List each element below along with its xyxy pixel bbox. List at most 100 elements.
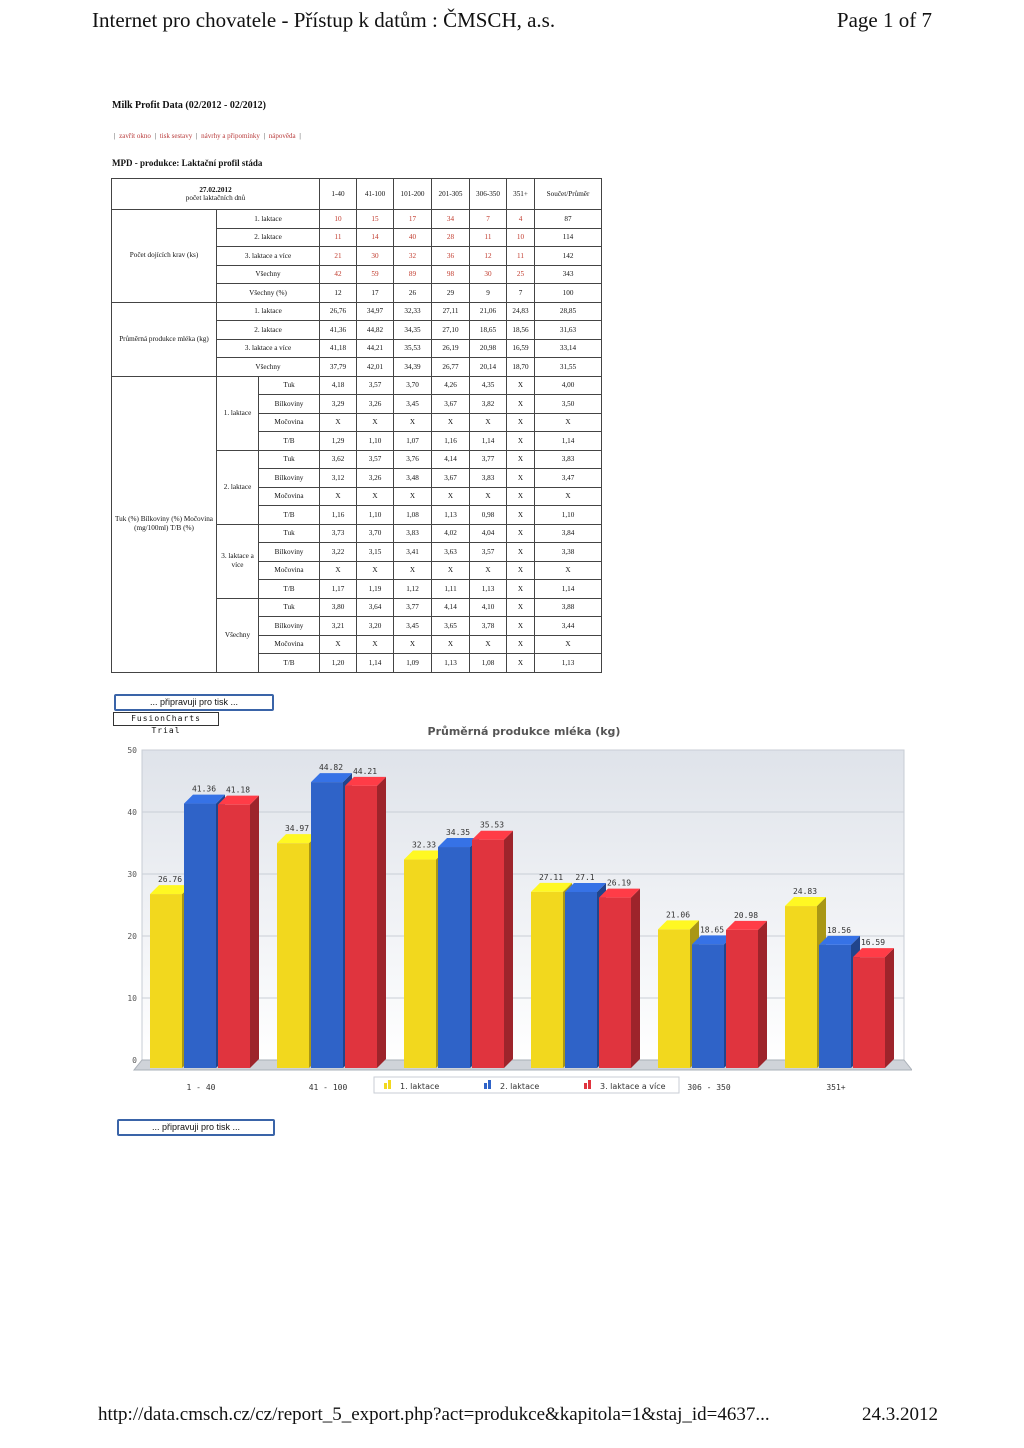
legend-swatch	[484, 1083, 487, 1089]
chart-title: Průměrná produkce mléka (kg)	[428, 725, 621, 738]
table-cell: X	[469, 634, 508, 654]
close-window-link[interactable]: zavřít okno	[119, 132, 151, 140]
legend-swatch	[488, 1080, 491, 1089]
corner-label: počet laktačních dnů	[185, 194, 246, 202]
suggestions-link[interactable]: návrhy a připomínky	[201, 132, 260, 140]
table-cell: 24,83	[506, 301, 536, 321]
legend-swatch	[588, 1080, 591, 1089]
bar-side	[631, 888, 640, 1068]
table-cell: 3,77	[469, 449, 508, 469]
bar	[531, 891, 563, 1068]
bar-value-label: 27.11	[539, 873, 563, 882]
table-cell: X	[469, 412, 508, 432]
row-label: T/B	[257, 579, 321, 599]
table-cell: 26	[393, 283, 433, 303]
table-cell: 18,65	[469, 320, 508, 340]
bar	[726, 929, 758, 1068]
table-cell: X	[319, 560, 358, 580]
row-label: T/B	[257, 505, 321, 525]
row-label: 1. laktace	[215, 301, 321, 321]
table-cell: 3,50	[534, 394, 603, 414]
bar-side	[758, 920, 767, 1068]
legend-label: 2. laktace	[500, 1082, 539, 1091]
table-cell: 28	[431, 227, 471, 247]
table-cell: 1,14	[356, 653, 395, 673]
row-label: 2. laktace	[215, 227, 321, 247]
table-cell: X	[319, 412, 358, 432]
bar-value-label: 16.59	[861, 938, 885, 947]
table-cell: 3,26	[356, 468, 395, 488]
bar-top	[853, 948, 894, 958]
row-label: Močovina	[257, 412, 321, 432]
bar-top	[819, 935, 860, 945]
table-cell: 3,57	[356, 375, 395, 395]
bar-value-label: 41.36	[192, 785, 216, 794]
table-cell: X	[393, 486, 433, 506]
table-row: Všechny (%) 12 17 26 29 9 7 100	[112, 283, 603, 303]
y-tick-label: 0	[132, 1056, 137, 1065]
table-cell: X	[506, 412, 536, 432]
bar-top	[472, 830, 513, 840]
table-cell: 3,29	[319, 394, 358, 414]
row-label: Močovina	[257, 634, 321, 654]
table-cell: 1,17	[319, 579, 358, 599]
table-cell: 3,73	[319, 523, 358, 543]
lactation-profile-table: 27.02.2012 počet laktačních dnů 1-40 41-100…	[110, 178, 603, 673]
table-cell: 30	[469, 264, 508, 284]
table-cell: 1,07	[393, 431, 433, 451]
table-row: T/B 1,29 1,10 1,07 1,16 1,14 X 1,14	[112, 431, 603, 451]
table-cell: 36	[431, 246, 471, 266]
row-label: Tuk	[257, 523, 321, 543]
bar-value-label: 34.35	[446, 828, 470, 837]
table-cell: 34,39	[393, 357, 433, 377]
row-label: Všechny	[215, 264, 321, 284]
table-cell: 27,10	[431, 320, 471, 340]
table-cell: 1,14	[534, 579, 603, 599]
table-cell: 3,12	[319, 468, 358, 488]
bar-value-label: 18.56	[827, 926, 851, 935]
bar	[438, 847, 470, 1068]
table-cell: X	[506, 579, 536, 599]
bar	[565, 891, 597, 1068]
table-cell: 4,02	[431, 523, 471, 543]
bar-side	[504, 830, 513, 1068]
table-cell: 3,70	[356, 523, 395, 543]
bar-top	[726, 920, 767, 930]
table-cell: 3,78	[469, 616, 508, 636]
table-cell: 1,13	[469, 579, 508, 599]
row-label: Močovina	[257, 560, 321, 580]
column-header: 351+	[506, 178, 536, 210]
table-cell: 1,08	[469, 653, 508, 673]
row-label: Všechny (%)	[215, 283, 321, 303]
table-cell: X	[506, 542, 536, 562]
row-group-label: Tuk (%) Bílkoviny (%) Močovina (mg/100ml…	[111, 375, 217, 673]
table-cell: 11	[506, 246, 536, 266]
table-cell: X	[469, 560, 508, 580]
print-report-link[interactable]: tisk sestavy	[159, 132, 193, 140]
table-cell: 1,11	[431, 579, 471, 599]
table-cell: 1,20	[319, 653, 358, 673]
print-prepare-button-top[interactable]: ... připravuji pro tisk ...	[114, 694, 274, 711]
help-link[interactable]: nápověda	[268, 132, 296, 140]
legend-label: 1. laktace	[400, 1082, 439, 1091]
bar-top	[599, 888, 640, 898]
table-cell: X	[319, 486, 358, 506]
print-header-title: Internet pro chovatele - Přístup k datům…	[92, 8, 556, 32]
table-cell: 3,65	[431, 616, 471, 636]
table-cell: X	[469, 486, 508, 506]
action-links: | zavřít okno | tisk sestavy | návrhy a …	[114, 132, 301, 140]
table-cell: 3,63	[431, 542, 471, 562]
row-label: Tuk	[257, 597, 321, 617]
table-cell: X	[506, 505, 536, 525]
table-cell: 27,11	[431, 301, 471, 321]
table-cell: X	[534, 634, 603, 654]
table-cell: 18,70	[506, 357, 536, 377]
table-cell: 3,38	[534, 542, 603, 562]
table-cell: 3,45	[393, 394, 433, 414]
table-cell: 26,19	[431, 338, 471, 358]
print-prepare-button-bottom[interactable]: ... připravuji pro tisk ...	[117, 1119, 275, 1136]
table-header-row: 27.02.2012 počet laktačních dnů 1-40 41-100…	[110, 178, 603, 210]
table-cell: 3,44	[534, 616, 603, 636]
row-label: 3. laktace a více	[215, 338, 321, 358]
x-category-label: 351+	[826, 1083, 845, 1092]
